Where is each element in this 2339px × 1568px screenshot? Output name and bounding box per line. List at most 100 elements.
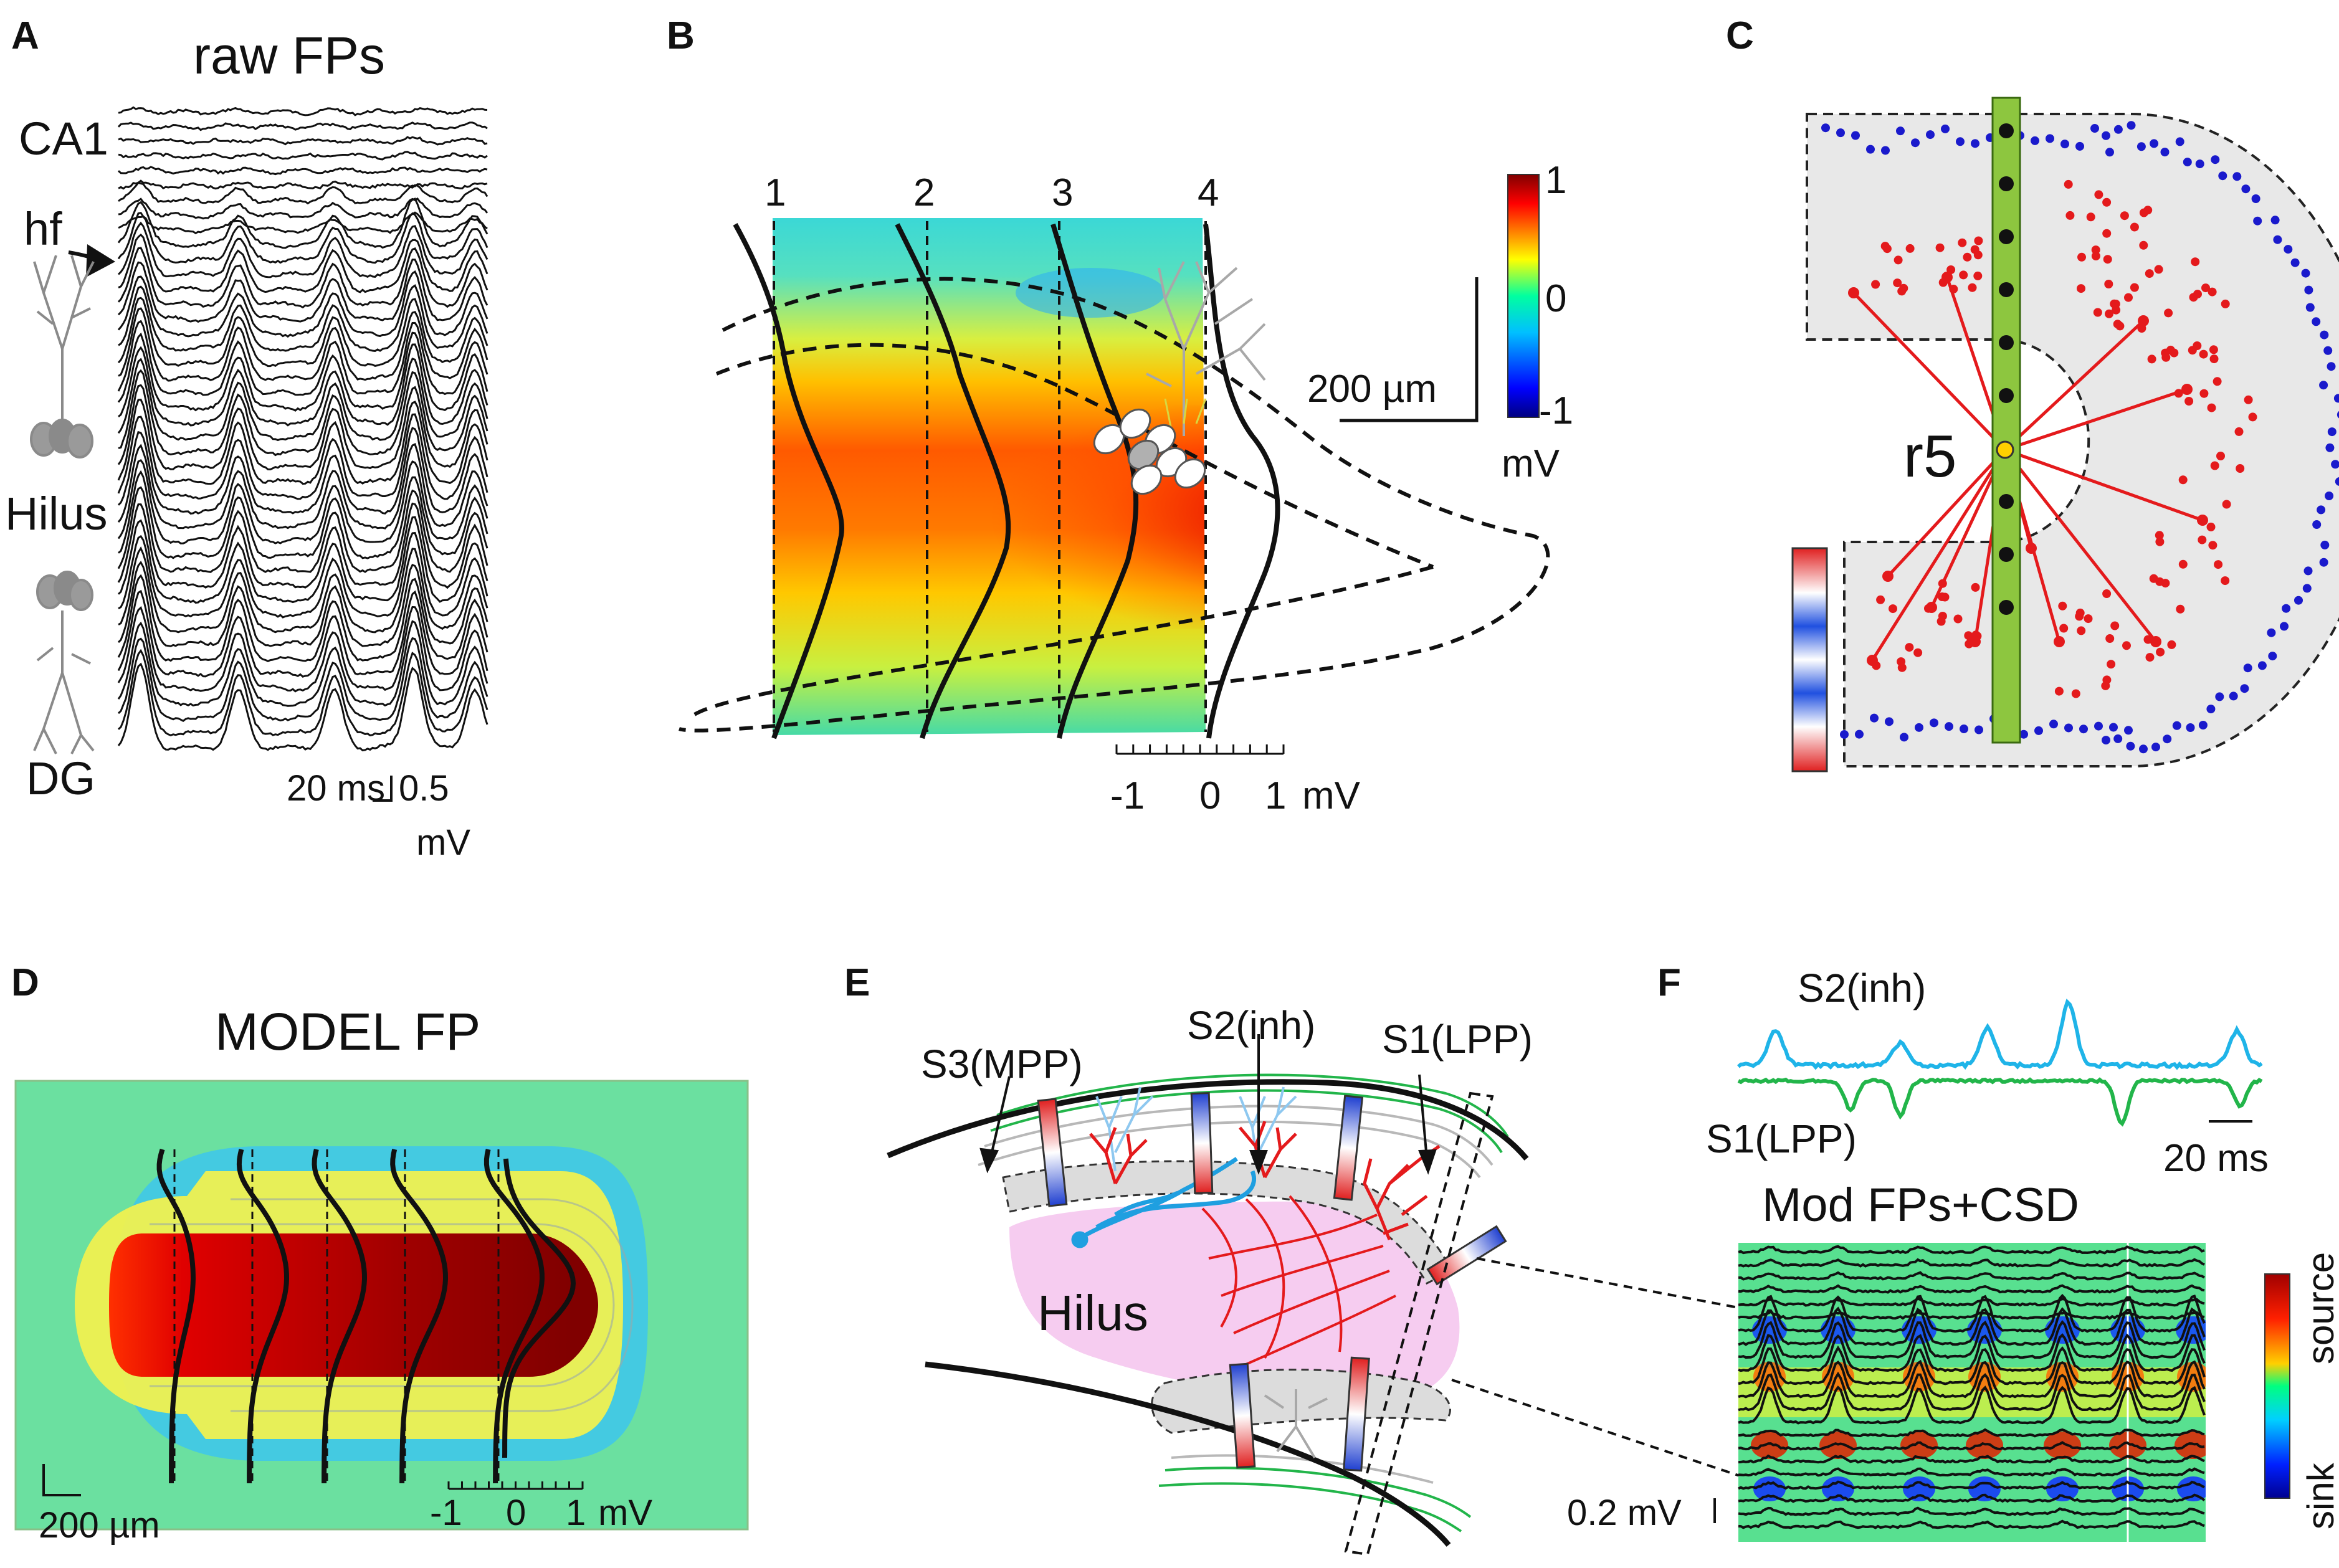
model-fp-trace <box>1738 1480 2205 1490</box>
red-neuron-dot <box>2216 452 2225 460</box>
blue-neuron-dot <box>2183 158 2192 167</box>
granule-cell-cluster-icon <box>1093 261 1266 495</box>
granule-cell-icon-bottom <box>33 571 95 754</box>
raw-fp-trace <box>117 459 488 544</box>
csd-sink-blob <box>2046 1476 2079 1501</box>
csd-colorbar <box>2264 1273 2290 1499</box>
colorbar-tick-max: 1 <box>1545 159 1566 202</box>
red-neuron-dot <box>2102 197 2112 207</box>
blue-neuron-dot <box>2094 721 2103 731</box>
panel-c-letter: C <box>1726 14 1754 57</box>
red-neuron-dot <box>1894 255 1903 265</box>
panel-d-title: MODEL FP <box>215 1002 480 1061</box>
csd-source-blob <box>2175 1432 2206 1459</box>
red-neuron-dot <box>2221 299 2230 308</box>
model-fp-trace <box>1738 1297 2205 1307</box>
raw-fp-trace <box>118 136 488 146</box>
raw-fp-trace <box>117 212 488 264</box>
model-fp-trace <box>1738 1467 2205 1477</box>
blue-neuron-dot <box>2102 131 2110 140</box>
raw-fp-trace <box>117 620 488 707</box>
csd-sink-blob <box>1967 1316 2002 1344</box>
red-neuron-dot <box>2086 212 2095 222</box>
red-neuron-dot <box>2178 559 2188 569</box>
red-neuron-dot <box>2176 604 2185 614</box>
connected-neuron-dot <box>1867 655 1878 666</box>
raw-fp-trace <box>117 502 488 589</box>
s2-label: S2(inh) <box>1187 1003 1315 1048</box>
colorbar-unit: mV <box>1502 442 1560 485</box>
model-fp-trace <box>1738 1258 2205 1268</box>
electrode-rods <box>1037 1092 1507 1472</box>
blue-neuron-dot <box>2060 140 2069 149</box>
red-neuron-dot <box>2104 280 2113 288</box>
model-fp-trace <box>1738 1428 2205 1438</box>
red-neuron-dot <box>1882 244 1892 254</box>
blue-neuron-dot <box>2253 216 2262 226</box>
panel-b: B <box>667 14 1573 817</box>
raw-fp-trace <box>117 443 488 530</box>
electrode-label-r5: r5 <box>1903 423 1956 490</box>
granule-layer-lower <box>1151 1369 1451 1434</box>
connection-line <box>1870 449 2007 662</box>
blue-neuron-dot <box>1956 137 1965 146</box>
panel-b-colorbar <box>1507 174 1540 418</box>
model-fp-trace <box>1738 1320 2206 1359</box>
red-neuron-dot <box>2120 211 2129 221</box>
red-fibers <box>1201 1195 1396 1366</box>
neuron-dots <box>1821 121 2339 754</box>
blue-neuron-dot <box>2302 584 2312 593</box>
blue-neuron-dot <box>2270 216 2280 225</box>
red-neuron-dot <box>1973 250 1983 260</box>
electrode-number-4: 4 <box>1198 171 1219 214</box>
raw-fp-trace <box>117 399 488 485</box>
panel-a-scale-volt-unit: mV <box>416 822 470 863</box>
red-neuron-dot <box>2208 287 2217 297</box>
blue-neuron-dot <box>1960 725 1968 734</box>
red-neuron-dot <box>2206 522 2216 531</box>
raw-fp-trace <box>118 179 488 190</box>
electrode-contact <box>1999 600 2014 615</box>
red-neuron-dot <box>1897 663 1907 672</box>
model-potential-profile <box>390 1149 449 1483</box>
blue-neuron-dot <box>2046 134 2054 143</box>
red-neuron-dot <box>2084 614 2093 624</box>
panel-a: A raw FPs CA1 hf Hilus DG 20 ms 0.5 mV <box>5 14 488 863</box>
red-neuron-dot <box>2234 427 2244 436</box>
synaptic-input-traces <box>1737 999 2263 1127</box>
blue-neuron-dot <box>2232 172 2242 181</box>
red-neuron-dot <box>1963 252 1972 262</box>
red-neuron-dot <box>2124 293 2133 302</box>
blue-neuron-dot <box>2172 721 2181 730</box>
blue-neuron-dot <box>2198 721 2208 729</box>
panel-a-title: raw FPs <box>193 26 385 85</box>
connection-line <box>2004 448 2203 522</box>
connected-neuron-dot <box>2026 543 2037 554</box>
raw-fp-trace <box>117 270 488 338</box>
red-neuron-dot <box>2065 211 2075 220</box>
red-neuron-dot <box>2091 252 2100 260</box>
raw-fp-trace <box>118 211 488 235</box>
red-neuron-dot <box>2170 348 2179 358</box>
red-neuron-dot <box>1958 238 1967 247</box>
blue-neuron-dot <box>1911 138 1920 148</box>
blue-neuron-dot <box>1971 139 1979 148</box>
raw-fp-trace <box>118 307 488 382</box>
blue-neuron-dot <box>2215 692 2224 701</box>
blue-neuron-dot <box>2034 726 2043 735</box>
panel-f-scale-time: 20 ms <box>2163 1137 2269 1180</box>
connected-neuron-dot <box>1926 602 1937 613</box>
blue-neuron-dot <box>2317 505 2326 515</box>
blue-neuron-dot <box>2049 720 2058 729</box>
panel-d-scale-distance: 200 µm <box>39 1505 160 1546</box>
red-neuron-dot <box>2199 389 2209 398</box>
red-neuron-dot <box>2075 612 2084 621</box>
csd-sink-blob <box>1902 1316 1936 1344</box>
grey-granule-cell-icon <box>1264 1389 1328 1459</box>
red-neuron-dot <box>2199 349 2208 359</box>
blue-neuron-dot <box>2105 148 2114 157</box>
model-fp-trace <box>1738 1333 2206 1372</box>
connected-neuron-dot <box>1941 272 1953 283</box>
blue-neuron-dot <box>2305 303 2315 312</box>
red-neuron-dot <box>2139 240 2148 250</box>
